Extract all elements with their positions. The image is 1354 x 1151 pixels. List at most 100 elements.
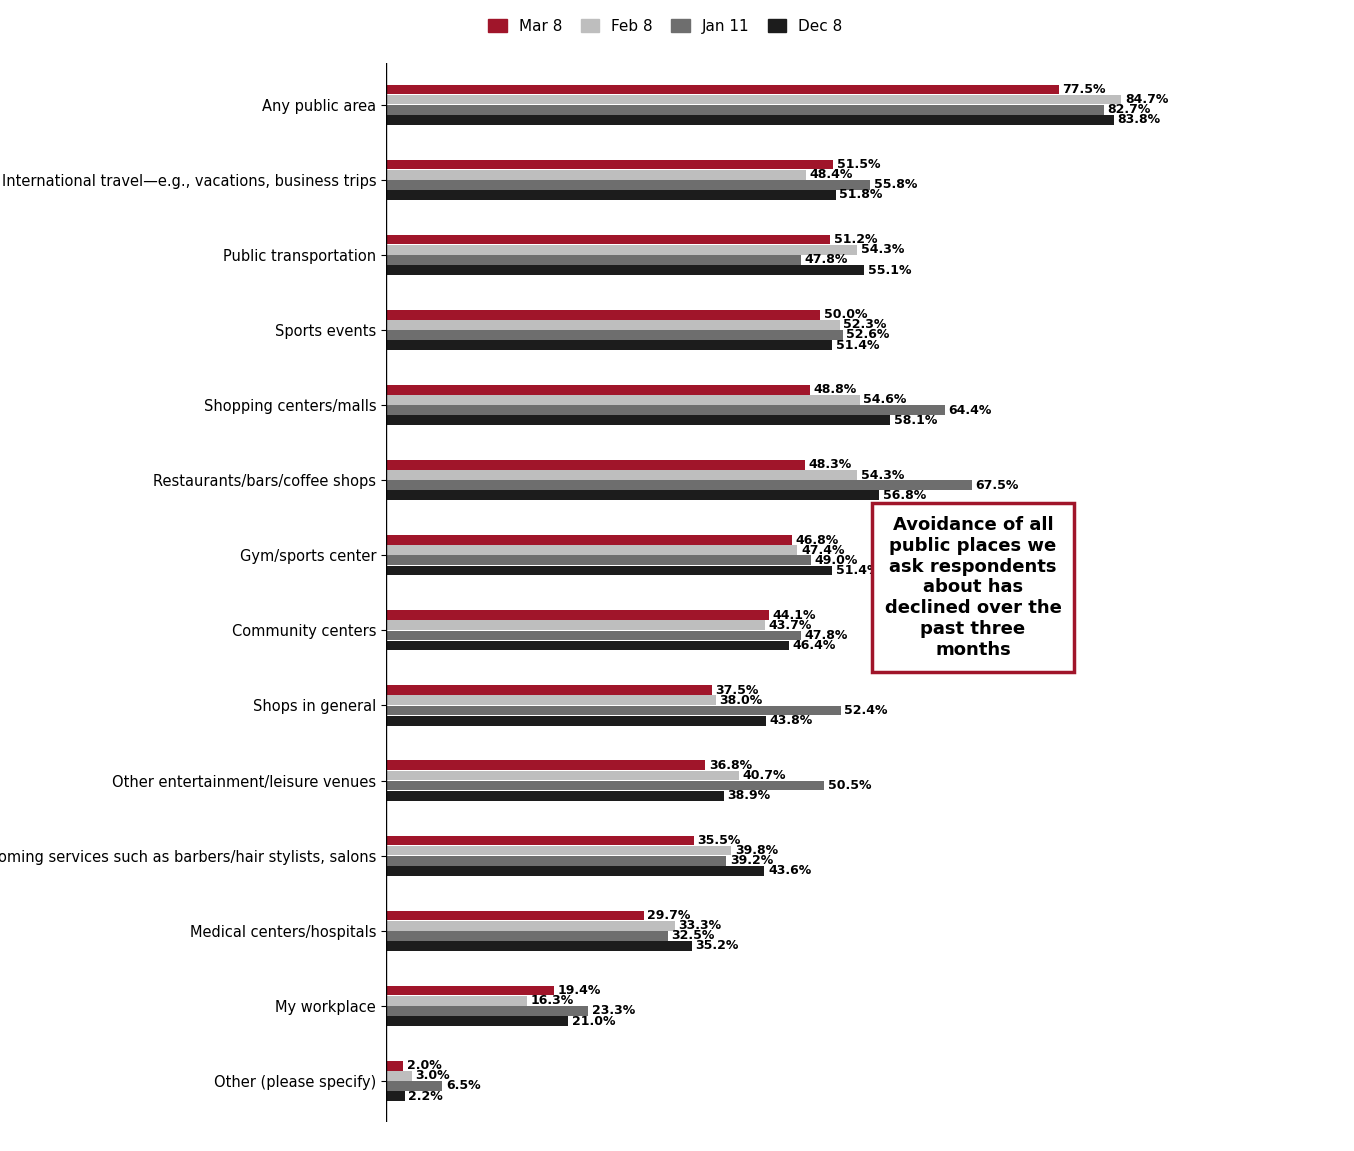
Bar [386,791,723,801]
Text: 43.6%: 43.6% [768,864,811,877]
Bar [386,695,716,706]
Bar [386,1016,569,1026]
Bar [386,490,879,501]
Text: 55.8%: 55.8% [873,178,917,191]
Text: 47.8%: 47.8% [804,253,848,266]
Text: 54.3%: 54.3% [861,468,904,481]
Text: 38.9%: 38.9% [727,790,770,802]
Bar [386,265,864,275]
Bar [386,856,726,866]
Bar [386,460,806,470]
Text: 52.6%: 52.6% [846,328,890,342]
Bar [386,395,860,405]
Text: 38.0%: 38.0% [719,694,762,707]
Text: 21.0%: 21.0% [571,1014,615,1028]
Text: 49.0%: 49.0% [815,554,858,566]
Text: 33.3%: 33.3% [678,920,722,932]
Text: 51.4%: 51.4% [835,564,879,577]
Bar [386,1061,403,1070]
Text: 67.5%: 67.5% [975,479,1018,491]
Bar [386,631,802,640]
Bar [386,384,810,395]
Text: 58.1%: 58.1% [894,413,937,427]
Text: 19.4%: 19.4% [558,984,601,997]
Text: 48.3%: 48.3% [808,458,852,472]
Bar [386,685,711,695]
Text: 29.7%: 29.7% [647,909,691,922]
Bar [386,160,833,169]
Bar [386,1091,405,1102]
Bar [386,235,830,244]
Bar [386,546,798,555]
Bar [386,770,739,780]
Text: 52.4%: 52.4% [845,704,888,717]
Legend: Mar 8, Feb 8, Jan 11, Dec 8: Mar 8, Feb 8, Jan 11, Dec 8 [482,13,849,40]
Bar [386,115,1113,124]
Text: 56.8%: 56.8% [883,489,926,502]
Bar [386,105,1104,115]
Bar [386,565,833,576]
Bar [386,1006,588,1016]
Text: 64.4%: 64.4% [949,404,992,417]
Text: 54.3%: 54.3% [861,243,904,257]
Bar [386,942,692,951]
Text: 37.5%: 37.5% [715,684,758,696]
Bar [386,910,643,921]
Bar [386,620,765,630]
Text: 48.4%: 48.4% [810,168,853,181]
Text: 46.8%: 46.8% [796,534,839,547]
Text: 83.8%: 83.8% [1117,113,1160,127]
Text: 51.4%: 51.4% [835,338,879,351]
Bar [386,480,972,490]
Text: 52.3%: 52.3% [844,319,887,331]
Text: 2.2%: 2.2% [409,1090,443,1103]
Text: 55.1%: 55.1% [868,264,911,276]
Text: 77.5%: 77.5% [1063,83,1106,96]
Bar [386,320,839,329]
Text: 44.1%: 44.1% [772,609,816,622]
Text: 39.8%: 39.8% [735,844,779,857]
Bar [386,180,871,190]
Text: 51.8%: 51.8% [839,189,883,201]
Text: 84.7%: 84.7% [1125,93,1169,106]
Bar [386,761,705,770]
Bar [386,780,825,791]
Text: 82.7%: 82.7% [1108,104,1151,116]
Text: 46.4%: 46.4% [792,639,835,651]
Text: 43.8%: 43.8% [769,714,812,727]
Bar [386,190,835,200]
Bar [386,470,857,480]
Text: 50.5%: 50.5% [827,779,872,792]
Bar [386,416,891,425]
Text: 39.2%: 39.2% [730,854,773,867]
Bar [386,405,945,416]
Bar [386,94,1121,105]
Bar [386,836,695,845]
Bar [386,310,821,320]
Text: 3.0%: 3.0% [416,1069,450,1082]
Bar [386,169,806,180]
Text: 43.7%: 43.7% [769,619,812,632]
Bar [386,866,765,876]
Bar [386,341,833,350]
Text: 48.8%: 48.8% [814,383,856,396]
Text: 23.3%: 23.3% [592,1005,635,1017]
Bar [386,1070,412,1081]
Bar [386,931,668,940]
Bar [386,256,802,265]
Text: 36.8%: 36.8% [709,759,751,772]
Bar [386,556,811,565]
Bar [386,84,1059,94]
Text: 47.4%: 47.4% [802,543,845,557]
Text: 2.0%: 2.0% [406,1059,441,1073]
Bar [386,846,731,855]
Text: Avoidance of all
public places we
ask respondents
about has
declined over the
pa: Avoidance of all public places we ask re… [884,516,1062,658]
Text: 54.6%: 54.6% [864,394,907,406]
Text: 50.0%: 50.0% [823,308,867,321]
Text: 51.5%: 51.5% [837,158,880,171]
Bar [386,985,554,996]
Bar [386,245,857,254]
Text: 32.5%: 32.5% [672,929,715,943]
Text: 16.3%: 16.3% [531,994,574,1007]
Text: 51.2%: 51.2% [834,234,877,246]
